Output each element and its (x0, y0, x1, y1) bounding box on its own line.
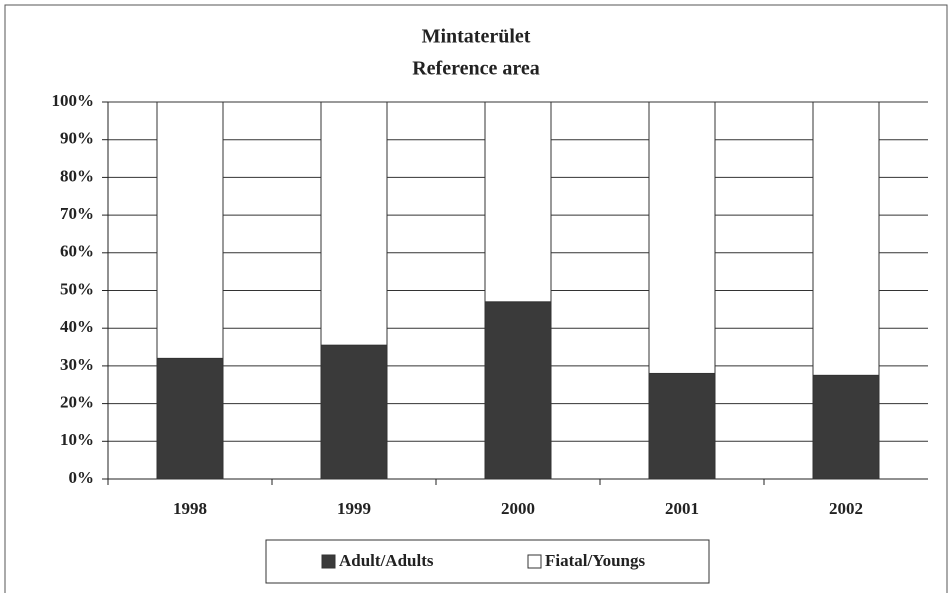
y-tick-label: 100% (52, 91, 95, 110)
y-tick-label: 0% (69, 468, 95, 487)
legend-label: Fiatal/Youngs (545, 551, 646, 570)
y-tick-label: 60% (60, 242, 94, 261)
bar-segment (812, 101, 880, 376)
y-tick-label: 70% (60, 204, 94, 223)
x-tick-label: 2001 (665, 499, 699, 518)
bar-segment (156, 101, 224, 359)
y-tick-label: 30% (60, 355, 94, 374)
chart-title: Mintaterület (422, 26, 531, 48)
x-tick-label: 2000 (501, 499, 535, 518)
legend-swatch (527, 554, 542, 569)
bar-segment (320, 101, 388, 346)
bar-segment (648, 372, 716, 480)
legend-swatch (321, 554, 336, 569)
y-tick-label: 90% (60, 129, 94, 148)
bar-segment (812, 374, 880, 480)
x-tick-label: 1998 (173, 499, 207, 518)
y-tick-label: 80% (60, 166, 94, 185)
chart-subtitle: Reference area (412, 58, 540, 80)
y-tick-label: 40% (60, 317, 94, 336)
bar-segment (484, 101, 552, 303)
legend-box (265, 539, 710, 584)
legend-label: Adult/Adults (339, 551, 434, 570)
bar-segment (484, 301, 552, 480)
bar-segment (156, 357, 224, 480)
bar-segment (648, 101, 716, 374)
chart-frame (4, 4, 948, 593)
y-tick-label: 50% (60, 279, 94, 298)
bar-segment (320, 344, 388, 480)
y-tick-label: 20% (60, 393, 94, 412)
x-tick-label: 2002 (829, 499, 863, 518)
x-tick-label: 1999 (337, 499, 371, 518)
y-tick-label: 10% (60, 430, 94, 449)
